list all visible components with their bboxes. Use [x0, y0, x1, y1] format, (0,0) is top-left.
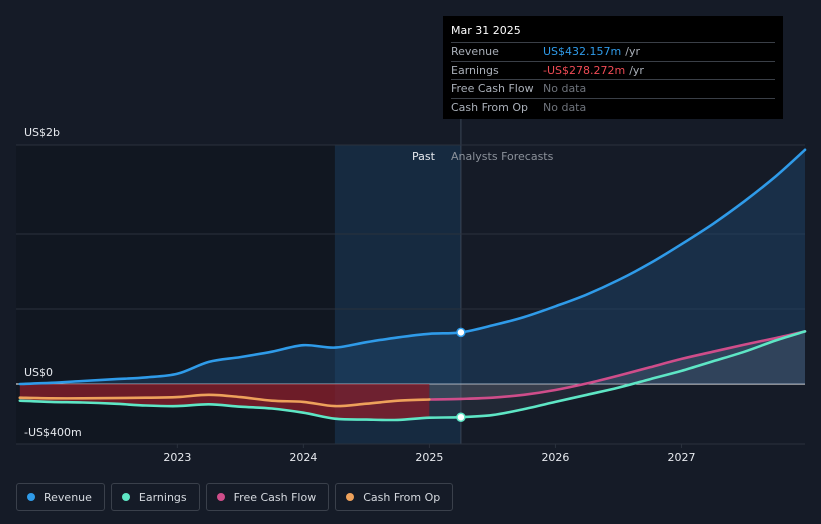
x-tick-label: 2024 [289, 451, 317, 464]
fcf-area [429, 331, 805, 400]
series-line-cash-from-op [18, 393, 431, 408]
tooltip-row-fcf: Free Cash Flow No data [451, 79, 775, 98]
earnings-forecast-area [429, 379, 650, 418]
forecast-label: Analysts Forecasts [451, 150, 554, 163]
series-line-earnings [18, 330, 807, 422]
legend: Revenue Earnings Free Cash Flow Cash Fro… [16, 483, 454, 511]
tooltip-row-revenue: Revenue US$432.157m /yr [451, 42, 775, 61]
series-line-revenue [18, 148, 807, 386]
series-line-free-cash-flow [428, 330, 807, 401]
tooltip-label: Free Cash Flow [451, 82, 534, 95]
legend-cfo-button[interactable]: Cash From Op [335, 483, 454, 511]
tooltip: Mar 31 2025 Revenue US$432.157m /yr Earn… [443, 16, 783, 119]
legend-dot-icon [346, 493, 355, 501]
y-label-bottom: -US$400m [24, 426, 82, 439]
tooltip-date: Mar 31 2025 [451, 24, 521, 37]
x-tick-label: 2026 [541, 451, 569, 464]
tooltip-row-cfo: Cash From Op No data [451, 97, 775, 117]
revenue-marker [456, 327, 466, 338]
earnings-marker [456, 412, 466, 422]
tooltip-value: -US$278.272m [543, 63, 626, 77]
y-label-top: US$2b [24, 126, 61, 139]
legend-label: Revenue [44, 490, 92, 504]
tooltip-row-earnings: Earnings -US$278.272m /yr [451, 60, 775, 80]
legend-dot-icon [216, 493, 225, 501]
x-tick-label: 2027 [667, 451, 695, 464]
earnings-loss-area [19, 384, 430, 421]
legend-label: Cash From Op [363, 490, 441, 504]
tooltip-value: US$432.157m [543, 45, 622, 58]
revenue-area [19, 149, 806, 384]
legend-fcf-button[interactable]: Free Cash Flow [205, 483, 330, 511]
tooltip-unit: /yr [625, 45, 640, 58]
tooltip-label: Earnings [451, 63, 499, 77]
tooltip-value: No data [543, 82, 587, 95]
tooltip-label: Cash From Op [451, 100, 529, 114]
legend-label: Free Cash Flow [233, 490, 317, 504]
tooltip-value: No data [543, 100, 587, 114]
legend-dot-icon [121, 493, 130, 501]
x-tick-label: 2023 [163, 451, 191, 464]
tooltip-unit: /yr [629, 63, 644, 77]
legend-revenue-button[interactable]: Revenue [16, 483, 105, 511]
y-label-zero: US$0 [24, 366, 54, 379]
legend-label: Earnings [138, 490, 187, 504]
legend-dot-icon [27, 493, 35, 501]
past-label: Past [412, 150, 435, 163]
x-tick-label: 2025 [415, 451, 443, 464]
legend-earnings-button[interactable]: Earnings [110, 483, 200, 511]
tooltip-label: Revenue [451, 45, 499, 58]
